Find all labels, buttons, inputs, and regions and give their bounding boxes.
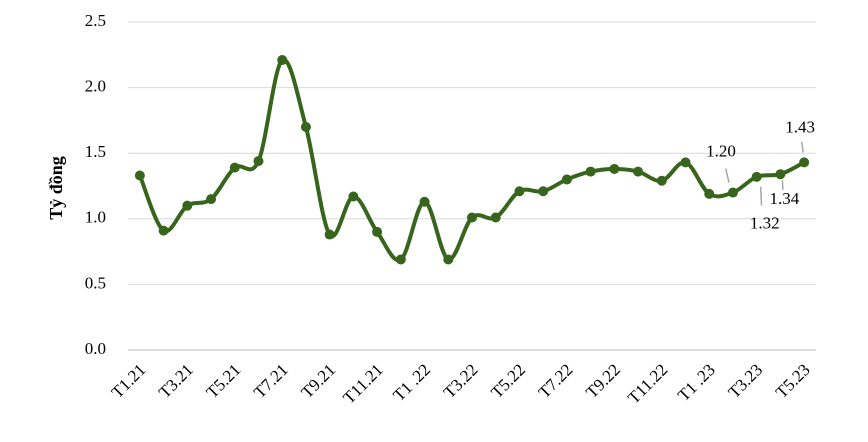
- marker: [372, 226, 383, 237]
- marker: [656, 175, 667, 186]
- marker: [182, 200, 193, 211]
- x-tick-label: T3.21: [155, 360, 197, 402]
- y-tick-label: 2.5: [85, 11, 106, 30]
- marker: [158, 225, 169, 236]
- marker: [561, 174, 572, 185]
- x-tick-label: T11.22: [624, 360, 671, 407]
- marker: [585, 166, 596, 177]
- line: [138, 57, 806, 263]
- marker: [514, 186, 525, 197]
- y-tick-label: 2.0: [85, 77, 106, 96]
- x-tick-label: T11.21: [339, 360, 386, 407]
- marker: [348, 191, 359, 202]
- marker: [229, 162, 240, 173]
- x-tick-label: T7.21: [250, 360, 292, 402]
- marker: [633, 166, 644, 177]
- y-tick-label: 1.5: [85, 142, 106, 161]
- marker: [727, 187, 738, 198]
- data-label: 1.43: [785, 117, 815, 136]
- data-label: 1.34: [770, 189, 800, 208]
- marker: [206, 194, 217, 205]
- x-tick-label: T5.22: [487, 360, 529, 402]
- marker: [419, 196, 430, 207]
- marker: [704, 188, 715, 199]
- x-tick-label: T1.21: [108, 360, 150, 402]
- y-tick-label: 1.0: [85, 208, 106, 227]
- y-tick-label: 0.0: [85, 339, 106, 358]
- marker: [775, 169, 786, 180]
- x-tick-label: T5.23: [772, 360, 814, 402]
- marker: [134, 170, 145, 181]
- y-axis-title: Tỷ đồng: [46, 156, 66, 220]
- marker: [253, 156, 264, 167]
- data-label: 1.32: [750, 214, 780, 233]
- marker: [609, 163, 620, 174]
- leader-line: [759, 186, 763, 206]
- marker: [395, 254, 406, 265]
- data-label: 1.20: [706, 141, 736, 160]
- x-tick-label: T3.22: [440, 360, 482, 402]
- marker: [799, 157, 810, 168]
- marker: [680, 157, 691, 168]
- marker: [538, 186, 549, 197]
- x-tick-label: T9.22: [582, 360, 624, 402]
- y-tick-label: 0.5: [85, 273, 106, 292]
- marker: [277, 55, 288, 66]
- x-tick-label: T3.23: [724, 360, 766, 402]
- marker: [443, 254, 454, 265]
- marker: [467, 212, 477, 223]
- x-tick-label: T5.21: [203, 360, 245, 402]
- marker: [490, 212, 501, 223]
- x-tick-label: T7.22: [535, 360, 577, 402]
- marker: [324, 229, 335, 240]
- x-tick-label: T9.21: [297, 360, 339, 402]
- x-tick-label: T1 .23: [674, 360, 719, 405]
- leader-line: [725, 168, 730, 183]
- leader-line: [800, 141, 804, 153]
- x-tick-label: T1 .22: [389, 360, 434, 405]
- marker: [751, 171, 762, 182]
- marker: [300, 121, 311, 132]
